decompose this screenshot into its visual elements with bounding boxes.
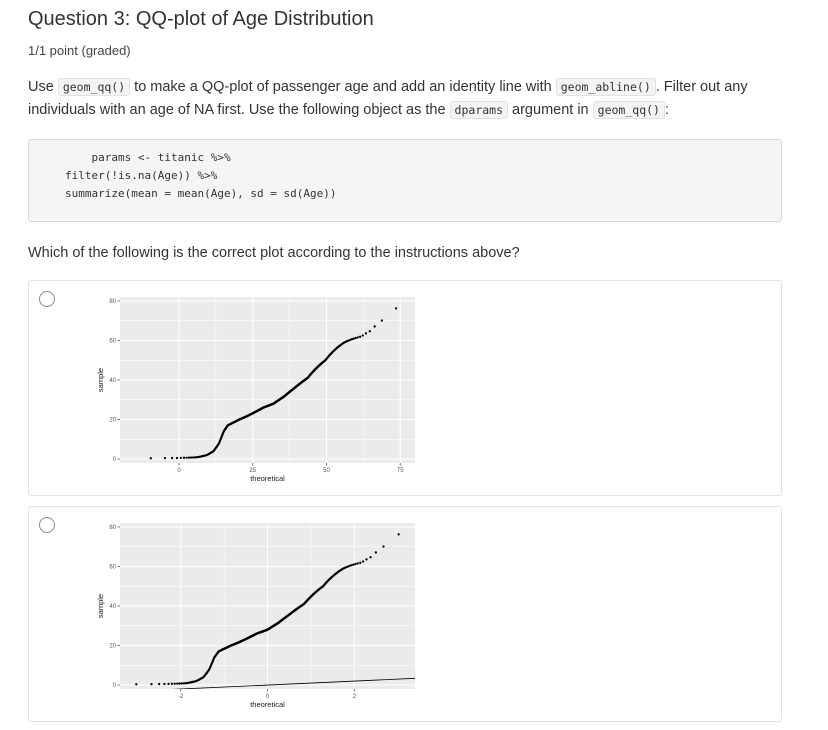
inline-code-geom-qq-2: geom_qq(): [592, 101, 665, 119]
qq-point: [356, 336, 359, 339]
question-text: Use geom_qq() to make a QQ-plot of passe…: [28, 76, 788, 122]
question-text-part: argument in: [508, 102, 593, 118]
qq-points: [135, 533, 400, 686]
qq-point: [163, 456, 167, 460]
x-tick-label: 2: [353, 694, 357, 700]
qq-point: [163, 682, 166, 686]
qq-point: [191, 456, 195, 459]
code-line: params <- titanic %>%: [65, 151, 231, 164]
qq-point: [368, 330, 371, 333]
qq-point: [157, 682, 161, 686]
qq-point: [173, 682, 176, 685]
qq-plot-option-2: 0 20 40 60 80 -2 0 2 theoretical sample: [96, 523, 415, 709]
qq-point: [135, 683, 138, 686]
qq-point: [182, 682, 185, 685]
qq-point: [374, 551, 378, 554]
y-tick-label: 80: [109, 525, 116, 531]
y-tick-label: 80: [109, 299, 116, 305]
y-tick-label: 20: [109, 644, 116, 650]
question-title: Question 3: QQ-plot of Age Distribution: [28, 8, 374, 30]
question-text-part: :: [664, 102, 669, 118]
qq-point: [150, 682, 153, 686]
qq-point: [358, 335, 362, 338]
y-tick-label: 0: [113, 457, 117, 463]
y-tick-label: 40: [109, 378, 116, 384]
y-tick-label: 40: [109, 604, 116, 610]
points-label: 1/1 point (graded): [28, 43, 131, 58]
x-tick-label: 25: [249, 468, 256, 474]
qq-point: [179, 456, 182, 460]
y-tick-label: 60: [109, 564, 116, 570]
qq-point: [365, 558, 368, 561]
x-tick-label: 50: [323, 468, 330, 474]
code-line: filter(!is.na(Age)) %>%: [65, 169, 218, 182]
qq-point: [170, 682, 174, 685]
qq-point: [361, 560, 365, 563]
radio-button-option-1[interactable]: [39, 291, 55, 307]
qq-point: [180, 682, 183, 685]
y-axis-title: sample: [96, 594, 105, 618]
qq-plot-option-1: 0 20 40 60 80 0 25 50 75 theoretical sample: [96, 297, 415, 483]
qq-point: [352, 337, 355, 340]
qq-point: [380, 319, 384, 322]
qq-point: [187, 456, 191, 459]
qq-point: [167, 682, 170, 686]
qq-point: [352, 563, 355, 566]
qq-point: [350, 564, 353, 567]
inline-code-geom-abline: geom_abline(): [555, 78, 656, 96]
grid-lines: [120, 523, 415, 689]
inline-code-geom-qq: geom_qq(): [57, 78, 131, 96]
qq-points: [149, 307, 398, 460]
inline-code-dparams: dparams: [449, 101, 509, 119]
x-tick-label: 75: [397, 468, 404, 474]
identity-line: [171, 677, 415, 689]
y-tick-label: 0: [113, 683, 117, 689]
qq-point: [369, 556, 372, 559]
qq-point: [170, 456, 174, 460]
qq-point: [149, 457, 152, 460]
qq-point: [178, 682, 181, 685]
qq-point: [356, 562, 359, 565]
qq-point: [394, 307, 398, 310]
y-axis-title: sample: [96, 368, 105, 392]
question-text-part: Use: [28, 79, 58, 95]
x-tick-label: -2: [178, 694, 184, 700]
grid-lines: [120, 297, 415, 463]
x-axis-title: theoretical: [250, 474, 285, 483]
qq-point: [364, 332, 368, 335]
question-text-part: to make a QQ-plot of passenger age and a…: [130, 79, 556, 95]
y-tick-label: 20: [109, 418, 116, 424]
question-prompt: Which of the following is the correct pl…: [28, 245, 520, 261]
qq-point: [182, 456, 186, 459]
qq-point: [189, 456, 193, 459]
qq-point: [382, 545, 385, 548]
radio-button-option-2[interactable]: [39, 517, 55, 533]
qq-point: [361, 334, 364, 337]
code-block: params <- titanic %>% filter(!is.na(Age)…: [28, 139, 782, 222]
qq-point: [185, 456, 188, 459]
qq-point: [359, 561, 362, 564]
x-axis-title: theoretical: [250, 700, 285, 709]
question-text-part: . Filter out any individuals with an age…: [28, 79, 748, 118]
answer-option-1[interactable]: 0 20 40 60 80 0 25 50 75 theoretical sample: [28, 280, 782, 496]
y-tick-label: 60: [109, 338, 116, 344]
qq-point: [175, 456, 179, 460]
qq-point: [176, 682, 179, 685]
x-tick-label: 0: [266, 694, 270, 700]
qq-point: [354, 562, 357, 566]
qq-point: [350, 338, 354, 341]
code-content: params <- titanic %>% filter(!is.na(Age)…: [65, 149, 337, 203]
code-line: summarize(mean = mean(Age), sd = sd(Age)…: [65, 187, 337, 200]
x-tick-label: 0: [177, 468, 181, 474]
qq-point: [373, 325, 376, 328]
answer-option-2[interactable]: 0 20 40 60 80 -2 0 2 theoretical sample: [28, 506, 782, 722]
qq-point: [397, 533, 400, 536]
qq-point: [354, 336, 357, 340]
